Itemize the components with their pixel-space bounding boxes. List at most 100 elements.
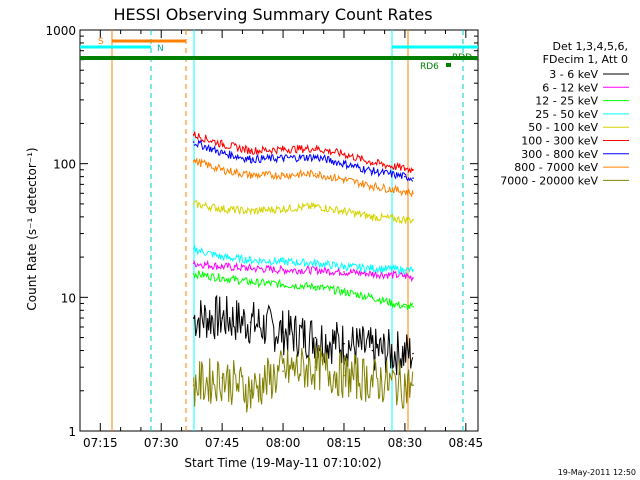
- x-axis: 07:15 07:30 07:45 08:00 08:15 08:30 08:45: [79, 30, 484, 450]
- data-point: [249, 267, 252, 270]
- data-point: [412, 352, 414, 355]
- x-tick-label: 07:45: [205, 436, 240, 450]
- legend-entry-label: 7000 - 20000 keV: [500, 174, 598, 187]
- data-point: [371, 379, 374, 381]
- data-point: [282, 148, 284, 151]
- legend-entry-label: 6 - 12 keV: [542, 81, 598, 94]
- data-point: [404, 190, 406, 193]
- footer-date: 19-May-2011 12:50: [558, 468, 636, 477]
- data-point: [314, 285, 317, 288]
- series-6: [192, 131, 414, 174]
- y-axis: 1 10 100 1000: [45, 24, 478, 439]
- y-tick-label: 10: [61, 291, 76, 305]
- data-point: [249, 259, 252, 261]
- data-point: [412, 277, 414, 279]
- series-line: [193, 294, 414, 376]
- x-tick-label: 07:30: [144, 436, 179, 450]
- data-point: [314, 336, 317, 339]
- data-point: [221, 265, 223, 268]
- data-point: [221, 277, 223, 279]
- data-point: [192, 141, 195, 143]
- data-point: [249, 210, 252, 213]
- legend: Det 1,3,4,5,6,FDecim 1, Att 0 3 - 6 keV6 …: [500, 40, 629, 187]
- data-point: [343, 291, 345, 293]
- data-point: [343, 162, 345, 165]
- series-group: [192, 131, 414, 413]
- data-point: [192, 384, 195, 387]
- data-point: [221, 207, 223, 210]
- series-line: [193, 345, 414, 413]
- data-point: [412, 305, 414, 308]
- data-point: [282, 370, 284, 373]
- data-point: [282, 174, 284, 176]
- legend-entry-label: 100 - 300 keV: [521, 135, 598, 148]
- data-point: [282, 207, 284, 210]
- data-point: [412, 219, 414, 221]
- data-point: [404, 352, 406, 355]
- data-point: [192, 133, 195, 136]
- x-axis-label: Start Time (19-May-11 07:10:02): [184, 456, 381, 470]
- data-point: [249, 281, 252, 283]
- data-point: [192, 317, 195, 319]
- data-point: [192, 262, 195, 265]
- data-point: [343, 178, 345, 181]
- night-label: N: [157, 44, 164, 54]
- series-line: [193, 244, 414, 275]
- data-point: [249, 389, 252, 392]
- series-8: [192, 157, 414, 197]
- data-point: [249, 158, 252, 160]
- series-line: [193, 270, 414, 311]
- data-point: [282, 269, 284, 271]
- data-point: [221, 152, 223, 154]
- data-point: [343, 342, 345, 345]
- legend-entry-label: 25 - 50 keV: [535, 108, 598, 121]
- y-tick-label: 1000: [45, 24, 76, 38]
- legend-entry-label: 3 - 6 keV: [549, 68, 598, 81]
- x-tick-label: 08:15: [327, 436, 362, 450]
- y-tick-label: 1: [68, 425, 76, 439]
- data-point: [314, 366, 317, 369]
- data-point: [314, 172, 317, 175]
- legend-entry-label: 300 - 800 keV: [521, 148, 598, 161]
- series-9: [192, 345, 414, 413]
- series-3: [192, 270, 414, 311]
- series-7: [192, 138, 414, 182]
- data-point: [412, 177, 414, 179]
- data-point: [343, 374, 345, 377]
- rdd-label: RDD: [452, 53, 472, 63]
- data-point: [412, 384, 414, 387]
- series-4: [192, 244, 414, 275]
- data-point: [404, 274, 406, 277]
- plot-border: [79, 29, 479, 432]
- y-tick-label: 100: [53, 158, 76, 172]
- x-tick-label: 08:45: [449, 436, 484, 450]
- legend-header: FDecim 1, Att 0: [543, 53, 628, 66]
- data-point: [343, 210, 345, 213]
- data-point: [282, 157, 284, 159]
- data-point: [412, 192, 414, 195]
- data-point: [343, 153, 345, 155]
- data-point: [221, 317, 223, 319]
- data-point: [192, 272, 195, 275]
- data-point: [343, 271, 345, 273]
- data-point: [404, 167, 406, 170]
- data-point: [404, 384, 406, 387]
- annotations: S N RDD RD6: [80, 30, 478, 431]
- data-point: [314, 156, 317, 158]
- data-point: [282, 283, 284, 286]
- series-line: [193, 157, 414, 197]
- data-point: [221, 377, 223, 379]
- x-tick-label: 08:00: [266, 436, 301, 450]
- data-point: [371, 170, 374, 172]
- legend-entry-label: 800 - 7000 keV: [514, 161, 598, 174]
- data-point: [314, 205, 317, 208]
- series-line: [193, 138, 414, 182]
- data-point: [221, 168, 223, 171]
- data-point: [192, 248, 195, 250]
- legend-header: Det 1,3,4,5,6,: [552, 40, 628, 53]
- chart-title: HESSI Observing Summary Count Rates: [113, 5, 432, 24]
- data-point: [221, 256, 223, 258]
- data-point: [371, 272, 374, 275]
- series-2: [192, 259, 414, 283]
